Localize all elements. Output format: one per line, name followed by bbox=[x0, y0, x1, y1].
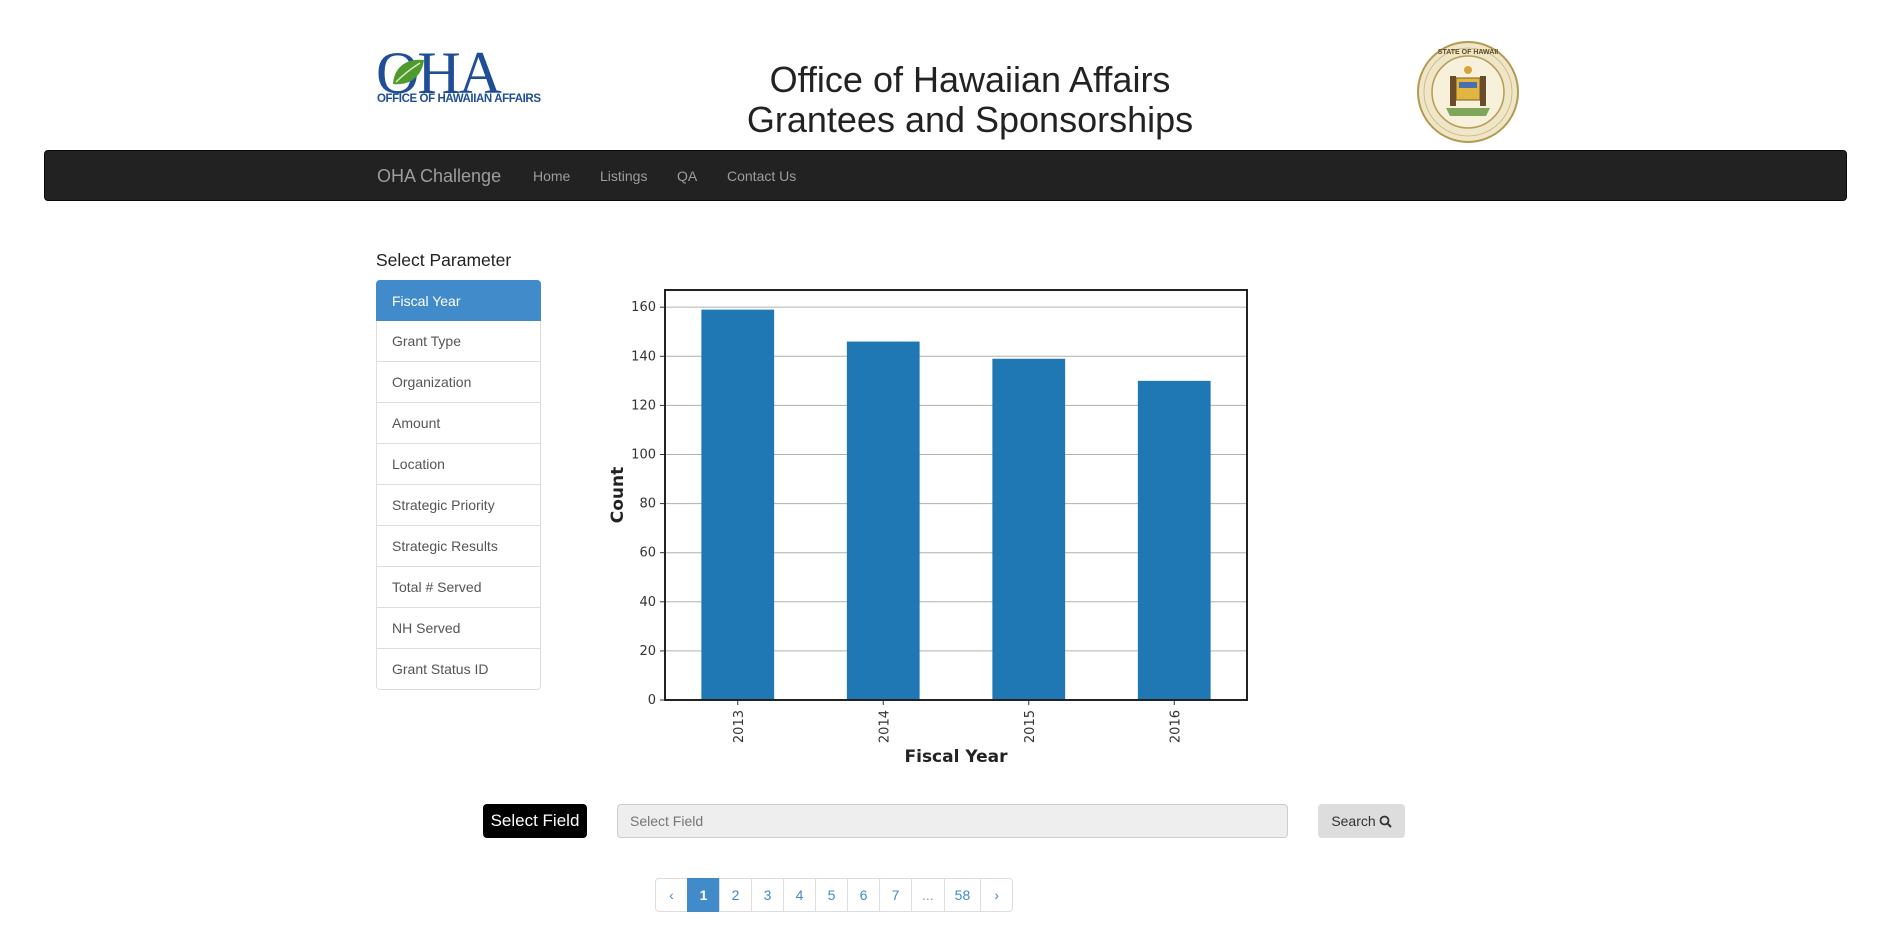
pagination-page-5[interactable]: 5 bbox=[815, 878, 848, 912]
select-field-button[interactable]: Select Field bbox=[483, 804, 587, 838]
pagination-page-4[interactable]: 4 bbox=[783, 878, 816, 912]
navbar-brand[interactable]: OHA Challenge bbox=[377, 166, 501, 187]
y-tick-label: 0 bbox=[648, 693, 656, 708]
param-grant-type[interactable]: Grant Type bbox=[376, 321, 541, 362]
y-tick-label: 160 bbox=[631, 300, 656, 315]
param-fiscal-year[interactable]: Fiscal Year bbox=[376, 280, 541, 321]
page-title-line1: Office of Hawaiian Affairs bbox=[720, 60, 1220, 100]
y-axis-label: Count bbox=[608, 467, 628, 524]
param-location[interactable]: Location bbox=[376, 444, 541, 485]
search-button-label: Search bbox=[1331, 813, 1375, 829]
x-tick-label: 2013 bbox=[732, 710, 747, 743]
nav-link-contact-us[interactable]: Contact Us bbox=[727, 168, 796, 184]
param-grant-status-id[interactable]: Grant Status ID bbox=[376, 649, 541, 690]
x-tick-label: 2014 bbox=[877, 710, 892, 743]
y-tick-label: 20 bbox=[639, 644, 656, 659]
fiscal-year-bar-chart: 0 20 40 60 80 100 120 140 160 2013 2014 2015 2016 Fis… bbox=[600, 280, 1260, 780]
page-title-line2: Grantees and Sponsorships bbox=[720, 100, 1220, 140]
param-amount[interactable]: Amount bbox=[376, 403, 541, 444]
param-organization[interactable]: Organization bbox=[376, 362, 541, 403]
param-strategic-priority[interactable]: Strategic Priority bbox=[376, 485, 541, 526]
oha-logo[interactable]: OHA OFFICE OF HAWAIIAN AFFAIRS bbox=[376, 40, 528, 110]
pagination-page-1[interactable]: 1 bbox=[687, 878, 720, 912]
y-tick-label: 140 bbox=[631, 349, 656, 364]
nav-link-qa[interactable]: QA bbox=[677, 168, 697, 184]
page-title: Office of Hawaiian Affairs Grantees and … bbox=[720, 60, 1220, 140]
y-tick-label: 40 bbox=[639, 595, 656, 610]
bar-2013 bbox=[701, 310, 774, 700]
search-icon bbox=[1379, 815, 1392, 828]
pagination-ellipsis: ... bbox=[911, 878, 945, 912]
search-button[interactable]: Search bbox=[1318, 804, 1405, 838]
pagination-page-3[interactable]: 3 bbox=[751, 878, 784, 912]
bar-2015 bbox=[992, 359, 1065, 700]
y-tick-label: 80 bbox=[639, 497, 656, 512]
x-tick-label: 2016 bbox=[1168, 710, 1183, 743]
y-tick-label: 120 bbox=[631, 398, 656, 413]
state-seal-icon: STATE OF HAWAII bbox=[1416, 40, 1520, 144]
nav-link-home[interactable]: Home bbox=[533, 168, 570, 184]
pagination-page-6[interactable]: 6 bbox=[847, 878, 880, 912]
x-axis-label: Fiscal Year bbox=[905, 747, 1009, 767]
pagination-prev[interactable]: ‹ bbox=[655, 878, 688, 912]
sidebar-title: Select Parameter bbox=[376, 250, 511, 271]
pagination-page-7[interactable]: 7 bbox=[879, 878, 912, 912]
leaf-icon bbox=[388, 52, 428, 92]
param-strategic-results[interactable]: Strategic Results bbox=[376, 526, 541, 567]
y-tick-label: 100 bbox=[631, 447, 656, 462]
param-nh-served[interactable]: NH Served bbox=[376, 608, 541, 649]
search-input[interactable] bbox=[617, 804, 1288, 838]
navbar: OHA Challenge Home Listings QA Contact U… bbox=[44, 150, 1847, 201]
bar-2014 bbox=[847, 342, 920, 700]
nav-link-listings[interactable]: Listings bbox=[600, 168, 647, 184]
y-tick-label: 60 bbox=[639, 546, 656, 561]
oha-logo-subtitle: OFFICE OF HAWAIIAN AFFAIRS bbox=[377, 93, 541, 105]
bar-2016 bbox=[1138, 381, 1211, 700]
param-total-served[interactable]: Total # Served bbox=[376, 567, 541, 608]
x-tick-label: 2015 bbox=[1023, 710, 1038, 743]
pagination-page-58[interactable]: 58 bbox=[944, 878, 982, 912]
pagination-page-2[interactable]: 2 bbox=[719, 878, 752, 912]
pagination: ‹ 1 2 3 4 5 6 7 ... 58 › bbox=[655, 878, 1013, 912]
pagination-next[interactable]: › bbox=[980, 878, 1013, 912]
seal-text: STATE OF HAWAII bbox=[1438, 49, 1498, 56]
parameter-list: Fiscal Year Grant Type Organization Amou… bbox=[376, 280, 541, 690]
